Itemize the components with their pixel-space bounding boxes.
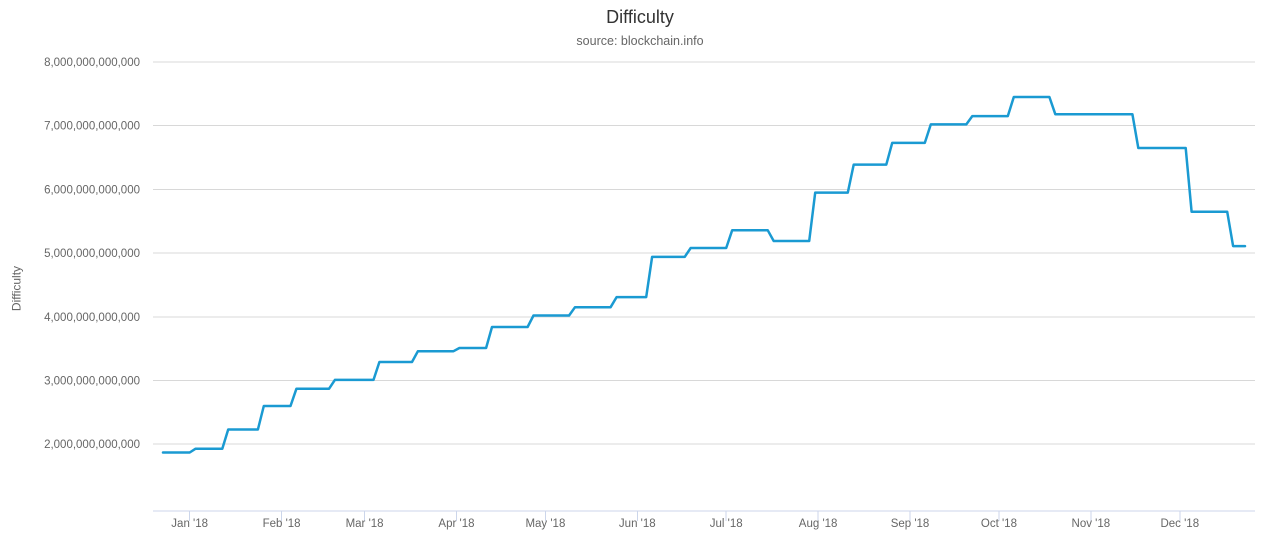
y-axis-title: Difficulty (9, 265, 24, 312)
x-tick-label: May '18 (525, 518, 565, 530)
y-tick-label: 8,000,000,000,000 (44, 57, 140, 69)
x-tick-label: Dec '18 (1160, 518, 1199, 530)
x-tick-label: Nov '18 (1072, 518, 1111, 530)
x-tick-label: Apr '18 (438, 518, 474, 530)
y-tick-label: 4,000,000,000,000 (44, 312, 140, 324)
y-tick-label: 5,000,000,000,000 (44, 248, 140, 260)
x-tick-label: Feb '18 (263, 518, 301, 530)
chart-subtitle: source: blockchain.info (576, 34, 704, 48)
y-tick-label: 7,000,000,000,000 (44, 121, 140, 133)
x-tick-label: Sep '18 (891, 518, 930, 530)
y-tick-label: 2,000,000,000,000 (44, 439, 140, 451)
x-tick-label: Jun '18 (619, 518, 656, 530)
difficulty-series-line[interactable] (161, 95, 1247, 454)
x-tick-label: Oct '18 (981, 518, 1017, 530)
chart-title: Difficulty (606, 7, 674, 27)
y-tick-label: 3,000,000,000,000 (44, 376, 140, 388)
x-tick-label: Aug '18 (799, 518, 838, 530)
y-tick-label: 6,000,000,000,000 (44, 184, 140, 196)
x-tick-label: Jan '18 (171, 518, 208, 530)
x-tick-label: Jul '18 (710, 518, 743, 530)
x-tick-label: Mar '18 (346, 518, 384, 530)
